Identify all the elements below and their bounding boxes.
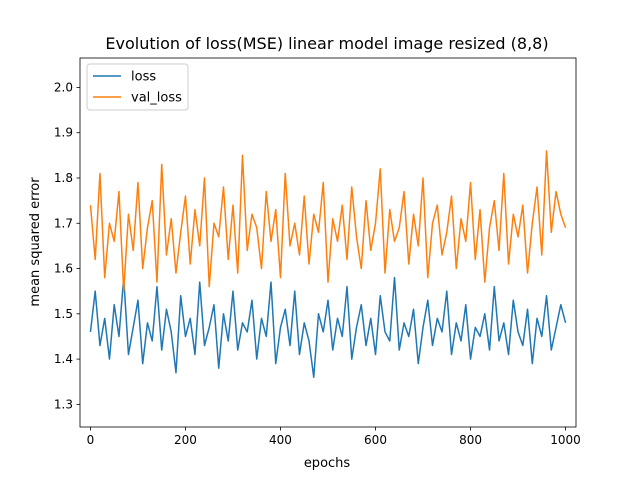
series-layer [89,150,567,378]
x-axis-label: epochs [304,456,351,471]
x-tick-label: 400 [269,433,292,447]
y-tick-label: 1.8 [54,171,73,185]
legend: loss val_loss [86,63,189,111]
plot-background [80,58,576,427]
plot-area [79,57,577,428]
series-line-loss [89,276,567,378]
y-tick-label: 1.9 [54,126,73,140]
legend-label-val-loss: val_loss [131,91,182,106]
legend-label-loss: loss [131,70,156,85]
plot-frame [79,57,577,428]
x-tick-label: 0 [87,433,95,447]
y-tick-label: 1.5 [54,307,73,321]
y-tick-label: 2.0 [54,80,73,94]
y-tick-label: 1.4 [54,352,73,366]
x-tick-label: 1000 [550,433,581,447]
x-tick-label: 200 [174,433,197,447]
y-axis-label: mean squared error [28,177,43,307]
chart-title: Evolution of loss(MSE) linear model imag… [105,34,548,53]
ticks-layer: 0 200 400 600 800 1000 1.3 1.4 1.5 1.6 1.7 1.8 1.9 2.… [54,80,581,447]
y-tick-label: 1.6 [54,262,73,276]
series-line-val-loss [89,150,567,292]
y-tick-label: 1.7 [54,216,73,230]
x-tick-label: 600 [364,433,387,447]
y-tick-label: 1.3 [54,397,73,411]
x-tick-label: 800 [459,433,482,447]
